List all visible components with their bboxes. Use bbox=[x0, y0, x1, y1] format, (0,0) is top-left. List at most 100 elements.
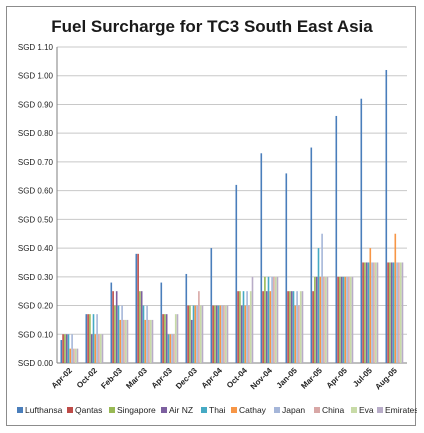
y-tick-label: SGD 0.60 bbox=[18, 187, 54, 196]
bar bbox=[396, 262, 398, 363]
bar bbox=[87, 314, 89, 363]
legend-swatch bbox=[377, 407, 383, 413]
x-tick-label: Dec-03 bbox=[174, 366, 199, 391]
bar bbox=[221, 305, 223, 363]
legend-swatch bbox=[17, 407, 23, 413]
bar bbox=[65, 334, 68, 363]
bar bbox=[162, 314, 164, 363]
bar bbox=[269, 291, 272, 363]
y-tick-label: SGD 0.10 bbox=[18, 330, 54, 339]
x-tick-label: Apr-02 bbox=[50, 366, 75, 391]
bar bbox=[160, 282, 163, 363]
bar bbox=[164, 314, 166, 363]
bar bbox=[323, 276, 325, 363]
bar bbox=[140, 291, 143, 363]
bar bbox=[399, 262, 402, 363]
y-tick-label: SGD 0.40 bbox=[18, 244, 54, 253]
bar bbox=[349, 276, 352, 363]
bar bbox=[401, 262, 404, 363]
bar bbox=[273, 276, 275, 363]
legend-label: Emirates bbox=[385, 405, 417, 415]
bar bbox=[148, 319, 150, 363]
bar bbox=[392, 262, 395, 363]
bar bbox=[219, 305, 222, 363]
bar bbox=[369, 248, 372, 363]
bar bbox=[123, 319, 125, 363]
legend-label: Thai bbox=[209, 405, 226, 415]
x-tick-label: Mar-03 bbox=[124, 366, 149, 391]
bar bbox=[94, 334, 97, 363]
bar bbox=[89, 314, 91, 363]
bar bbox=[351, 276, 354, 363]
bar bbox=[174, 314, 177, 363]
bar bbox=[185, 273, 188, 363]
bar bbox=[90, 334, 93, 363]
bar bbox=[176, 314, 179, 363]
bar bbox=[267, 276, 270, 363]
bar bbox=[249, 291, 252, 363]
bar bbox=[110, 282, 113, 363]
bar bbox=[324, 276, 327, 363]
bar bbox=[167, 334, 170, 363]
bar bbox=[119, 319, 122, 363]
bar bbox=[69, 348, 72, 363]
bar bbox=[226, 305, 229, 363]
bar bbox=[360, 98, 363, 363]
bar bbox=[374, 262, 377, 363]
bar bbox=[248, 305, 250, 363]
bar bbox=[251, 276, 254, 363]
bar bbox=[151, 319, 154, 363]
bar bbox=[165, 314, 168, 363]
bar bbox=[292, 291, 295, 363]
bar bbox=[62, 334, 64, 363]
legend-swatch bbox=[109, 407, 115, 413]
bar bbox=[337, 276, 339, 363]
bar bbox=[348, 276, 350, 363]
bar bbox=[101, 334, 104, 363]
bar bbox=[223, 305, 225, 363]
bar bbox=[285, 173, 288, 363]
bar bbox=[310, 147, 313, 363]
bar bbox=[194, 305, 197, 363]
legend-label: Japan bbox=[282, 405, 305, 415]
bar bbox=[371, 262, 373, 363]
bar bbox=[114, 305, 116, 363]
bar bbox=[212, 305, 214, 363]
bar bbox=[201, 305, 204, 363]
bar bbox=[340, 276, 343, 363]
bar bbox=[301, 291, 304, 363]
chart-svg: SGD 0.00 SGD 0.10 SGD 0.20 SGD 0.30 SGD 0.40… bbox=[17, 43, 417, 415]
bar bbox=[246, 291, 248, 363]
bar bbox=[367, 262, 370, 363]
x-tick-label: Oct-04 bbox=[225, 366, 249, 390]
bar bbox=[387, 262, 389, 363]
bar bbox=[262, 291, 264, 363]
bar bbox=[67, 334, 70, 363]
bar bbox=[115, 291, 118, 363]
bar bbox=[296, 291, 298, 363]
x-tick-label: Jan-05 bbox=[275, 366, 300, 391]
legend-label: China bbox=[322, 405, 344, 415]
bar bbox=[260, 153, 263, 363]
bar bbox=[342, 276, 345, 363]
bar bbox=[321, 233, 323, 363]
legend-label: Cathay bbox=[239, 405, 267, 415]
y-tick-label: SGD 0.70 bbox=[18, 158, 54, 167]
bar bbox=[190, 319, 193, 363]
bar bbox=[276, 276, 279, 363]
bar bbox=[196, 305, 198, 363]
legend-swatch bbox=[314, 407, 320, 413]
bar bbox=[244, 305, 247, 363]
bar bbox=[135, 253, 138, 363]
bar bbox=[394, 233, 397, 363]
bar bbox=[92, 314, 95, 363]
bar bbox=[385, 69, 388, 364]
chart-frame: Fuel Surcharge for TC3 South East Asia S… bbox=[6, 6, 417, 426]
bar bbox=[239, 291, 241, 363]
bar bbox=[235, 184, 238, 363]
bar bbox=[137, 253, 139, 363]
bar bbox=[98, 334, 100, 363]
bar bbox=[121, 305, 123, 363]
bar bbox=[187, 305, 189, 363]
bar bbox=[315, 276, 318, 363]
